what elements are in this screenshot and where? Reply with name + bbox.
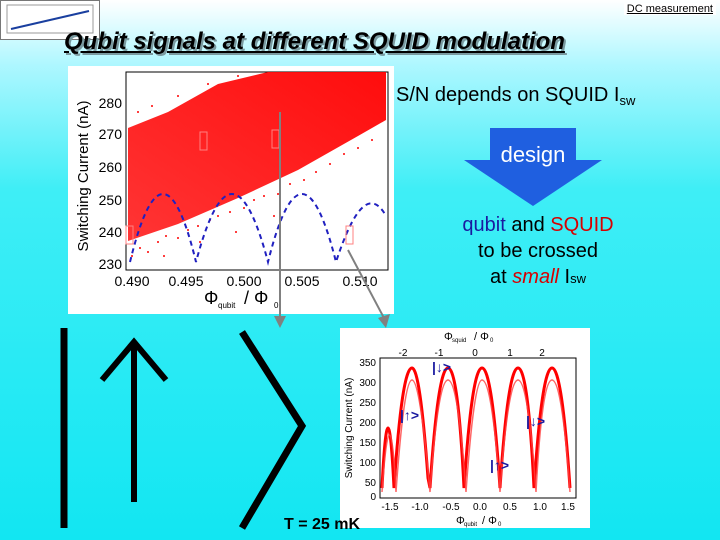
svg-text:Φ: Φ xyxy=(444,331,453,343)
modulation-curve xyxy=(380,366,572,489)
y-tick: 300 xyxy=(359,378,376,389)
svg-text:qubit: qubit xyxy=(464,522,477,528)
ket-label: |↑> xyxy=(400,407,419,423)
y-tick: 250 xyxy=(99,192,123,208)
temperature-label: T = 25 mK xyxy=(284,516,361,533)
x-tick: -1.5 xyxy=(381,502,399,513)
design-note: qubit and SQUID to be crossed at small I… xyxy=(462,214,614,288)
svg-text:0: 0 xyxy=(490,338,494,344)
top-tick: 0 xyxy=(472,348,478,359)
y-tick: 260 xyxy=(99,159,123,175)
squid-modulation-plot: Φ squid / Φ 0 -2 -1 0 1 2 |↓> |↑> |↓> |↑… xyxy=(340,328,590,528)
x-tick: 0.505 xyxy=(284,273,319,289)
qubit-state-ket xyxy=(60,328,307,530)
svg-text:Φ: Φ xyxy=(456,515,465,527)
y-tick: 270 xyxy=(99,126,123,142)
svg-text:/ Φ: / Φ xyxy=(474,331,489,343)
svg-text:qubit: qubit xyxy=(218,301,236,310)
svg-text:0: 0 xyxy=(274,301,279,310)
switching-current-chart: 280 270 260 250 240 230 0.490 0.495 0.50… xyxy=(75,71,389,310)
y-axis-label: Switching Current (nA) xyxy=(75,101,92,252)
state-markers xyxy=(125,129,354,245)
x-tick: 0.500 xyxy=(226,273,261,289)
top-tick: -1 xyxy=(435,348,444,359)
svg-text:/ Φ: / Φ xyxy=(244,288,268,308)
svg-text:squid: squid xyxy=(452,338,466,344)
y-tick: 230 xyxy=(99,256,123,272)
x-tick: -0.5 xyxy=(442,502,460,513)
y-tick: 100 xyxy=(359,458,376,469)
design-label: design xyxy=(500,142,566,167)
y-tick: 250 xyxy=(359,398,376,409)
design-arrow xyxy=(464,128,602,206)
x-tick: 0.495 xyxy=(168,273,203,289)
y-tick: 350 xyxy=(359,358,376,369)
y-tick: 150 xyxy=(359,438,376,449)
svg-text:0: 0 xyxy=(498,522,502,528)
x-tick: 1.0 xyxy=(533,502,547,513)
y-tick: 240 xyxy=(99,224,123,240)
fit-curve xyxy=(129,193,387,266)
x-tick: 0.510 xyxy=(342,273,377,289)
x-tick: 0.490 xyxy=(114,273,149,289)
switching-current-plot: 280 270 260 250 240 230 0.490 0.495 0.50… xyxy=(68,66,394,314)
x-tick: 0.5 xyxy=(503,502,517,513)
squid-modulation-chart: Φ squid / Φ 0 -2 -1 0 1 2 |↓> |↑> |↓> |↑… xyxy=(344,331,577,528)
y-tick: 50 xyxy=(365,478,377,489)
slide-title: Qubit signals at different SQUID modulat… xyxy=(64,28,565,55)
top-tick: 2 xyxy=(539,348,545,359)
top-tick: 1 xyxy=(507,348,513,359)
top-tick: -2 xyxy=(399,348,408,359)
svg-text:Φ: Φ xyxy=(204,288,218,308)
ket-label: |↓> xyxy=(526,413,545,429)
y-tick: 0 xyxy=(370,492,376,503)
sn-statement: S/N depends on SQUID Isw xyxy=(396,84,636,108)
y-tick: 280 xyxy=(99,95,123,111)
y-axis-label: Switching Current (nA) xyxy=(344,378,355,479)
thumbnail-plot xyxy=(6,4,94,34)
ket-label: |↓> xyxy=(432,359,451,375)
x-axis-label: Φ qubit / Φ 0 xyxy=(204,288,279,310)
data-band xyxy=(128,72,386,241)
x-tick: -1.0 xyxy=(411,502,429,513)
x-tick: 0.0 xyxy=(473,502,487,513)
x-tick: 1.5 xyxy=(561,502,575,513)
y-tick: 200 xyxy=(359,418,376,429)
ket-label: |↑> xyxy=(490,457,509,473)
dc-measurement-tag: DC measurement xyxy=(623,3,716,15)
svg-text:/ Φ: / Φ xyxy=(482,515,497,527)
slide-thumbnail xyxy=(0,0,100,40)
